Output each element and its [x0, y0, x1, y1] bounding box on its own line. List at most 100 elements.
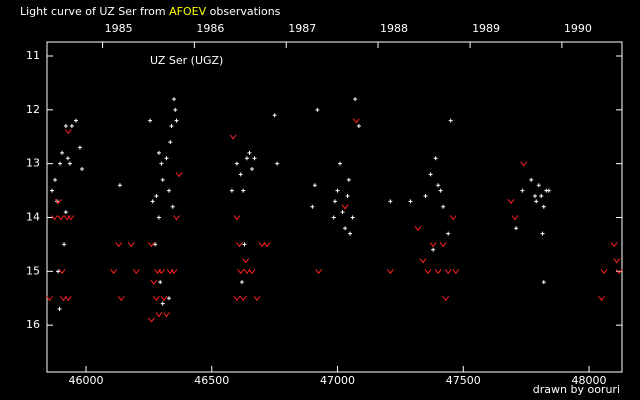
- point: [511, 215, 519, 221]
- point: [174, 118, 179, 123]
- annotation: UZ Ser (UGZ): [150, 54, 223, 67]
- point: [272, 113, 277, 118]
- point: [156, 215, 161, 220]
- point: [315, 269, 323, 275]
- point: [147, 242, 155, 248]
- point: [388, 199, 393, 204]
- x2-tick-label: 1986: [196, 22, 224, 35]
- point: [541, 204, 546, 209]
- point: [249, 167, 254, 172]
- point: [57, 307, 62, 312]
- point: [67, 215, 75, 221]
- point: [64, 129, 72, 135]
- point: [127, 242, 135, 248]
- point: [428, 172, 433, 177]
- point: [67, 161, 72, 166]
- point: [229, 188, 234, 193]
- point: [168, 140, 173, 145]
- y-tick-label: 11: [26, 49, 40, 62]
- point: [73, 118, 78, 123]
- point: [79, 167, 84, 172]
- point: [341, 204, 349, 210]
- point: [172, 97, 177, 102]
- x-tick-label: 48000: [572, 374, 607, 387]
- point: [64, 295, 72, 302]
- point: [598, 295, 606, 302]
- point: [331, 215, 336, 220]
- x2-tick-label: 1990: [564, 22, 592, 35]
- y-tick-label: 14: [26, 210, 40, 223]
- point: [514, 226, 519, 231]
- point: [163, 312, 170, 318]
- point: [117, 295, 125, 302]
- point: [169, 123, 174, 128]
- point: [350, 215, 355, 220]
- point: [529, 177, 534, 182]
- point: [65, 156, 70, 161]
- point: [539, 193, 544, 198]
- point: [238, 172, 243, 177]
- point: [356, 123, 361, 128]
- point: [236, 242, 243, 248]
- point: [153, 242, 158, 247]
- point: [234, 161, 239, 166]
- point: [433, 156, 438, 161]
- point: [348, 231, 353, 236]
- point: [408, 199, 413, 204]
- point: [520, 161, 528, 167]
- point: [158, 269, 165, 275]
- point: [155, 312, 163, 318]
- point: [147, 317, 155, 323]
- point: [335, 188, 340, 193]
- y-tick-label: 15: [26, 264, 40, 277]
- point: [244, 156, 249, 161]
- point: [164, 156, 169, 161]
- point: [534, 199, 539, 204]
- x-tick-label: 46000: [68, 374, 103, 387]
- point: [452, 269, 460, 275]
- point: [115, 242, 123, 248]
- point: [520, 188, 525, 193]
- point: [439, 242, 447, 248]
- point: [173, 215, 180, 221]
- point: [175, 172, 183, 178]
- point: [63, 123, 68, 128]
- point: [353, 97, 358, 102]
- point: [241, 188, 246, 193]
- credit: drawn by ooruri: [533, 383, 620, 396]
- point: [442, 295, 450, 302]
- point: [436, 183, 441, 188]
- point: [546, 188, 551, 193]
- point: [150, 279, 158, 285]
- point: [343, 226, 348, 231]
- point: [158, 280, 163, 285]
- x2-tick-label: 1989: [472, 22, 500, 35]
- point: [51, 215, 58, 221]
- point: [610, 242, 618, 248]
- point: [352, 118, 360, 124]
- point: [56, 269, 61, 274]
- point: [166, 296, 171, 301]
- point: [248, 269, 256, 275]
- point: [237, 269, 245, 275]
- point: [159, 161, 164, 166]
- point: [263, 242, 271, 248]
- point: [414, 225, 422, 232]
- point: [229, 134, 237, 140]
- point: [438, 188, 443, 193]
- point: [446, 231, 451, 236]
- point: [54, 199, 62, 205]
- point: [258, 242, 266, 248]
- point: [431, 247, 436, 252]
- point: [434, 269, 442, 275]
- point: [444, 269, 452, 275]
- point: [160, 177, 165, 182]
- point: [429, 242, 437, 248]
- x-tick-label: 47000: [320, 374, 355, 387]
- x2-tick-label: 1988: [380, 22, 408, 35]
- point: [160, 301, 165, 306]
- point: [156, 150, 161, 155]
- point: [173, 107, 178, 112]
- chart-title: Light curve of UZ Ser from AFOEV observa…: [20, 5, 281, 18]
- y-tick-label: 16: [26, 318, 40, 331]
